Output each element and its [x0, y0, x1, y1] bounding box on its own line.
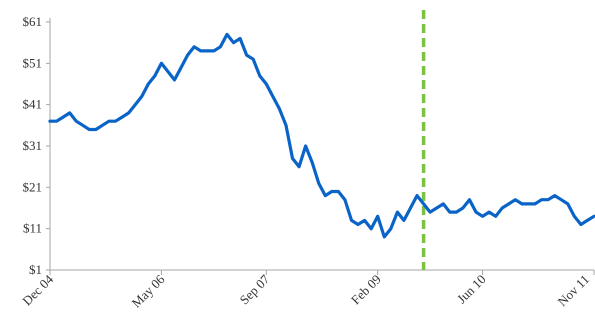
chart-axes [49, 18, 594, 271]
x-tick-label: Sep 07 [237, 271, 273, 307]
x-tick-label: Feb 09 [348, 272, 384, 308]
y-tick-label: $11 [23, 221, 42, 236]
y-tick-label: $41 [23, 97, 43, 112]
x-axis-ticks: Dec 04 May 06 Sep 07 Feb 09 Jun 10 Nov 11 [19, 270, 595, 310]
y-tick-label: $21 [23, 179, 43, 194]
y-tick-label: $61 [23, 14, 43, 29]
x-tick-label: Jun 10 [454, 272, 489, 307]
y-tick-label: $51 [23, 55, 43, 70]
x-tick-label: May 06 [129, 271, 168, 310]
y-axis-ticks: $61 $51 $41 $31 $21 $11 $1 [23, 14, 50, 277]
y-tick-label: $1 [29, 262, 42, 277]
series-group [48, 32, 595, 239]
x-tick-label: Nov 11 [555, 272, 593, 310]
price-series-line [48, 32, 595, 239]
y-tick-label: $31 [23, 138, 43, 153]
